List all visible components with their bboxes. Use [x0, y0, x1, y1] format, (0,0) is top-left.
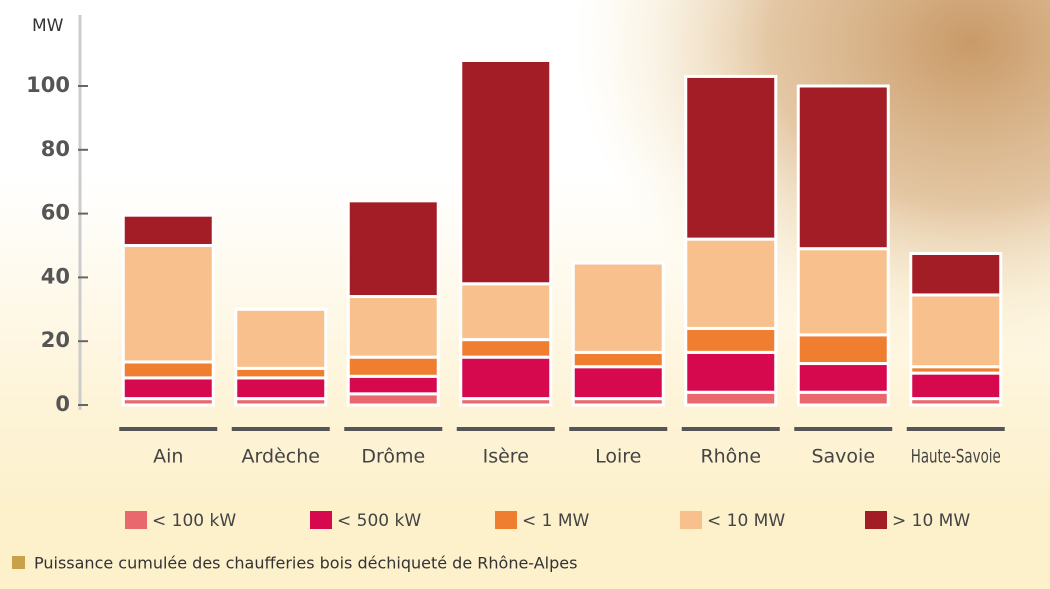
y-tick-label: 100: [26, 73, 70, 97]
y-axis-label: MW: [32, 16, 64, 36]
bar-segment: [686, 352, 776, 392]
bar-segment: [348, 394, 438, 405]
legend-swatch: [495, 511, 517, 529]
page: MW Puissance cumulée des chaufferies boi…: [0, 0, 1050, 589]
bar-segment: [911, 373, 1001, 399]
caption-marker: [12, 556, 25, 569]
chart: MW Puissance cumulée des chaufferies boi…: [0, 0, 1050, 589]
bar-segment: [686, 239, 776, 328]
bar-segment: [798, 249, 888, 335]
bar-segment: [686, 76, 776, 239]
bar-segment: [798, 335, 888, 364]
x-tick-label: Ain: [153, 446, 183, 468]
x-tick-label: Savoie: [811, 446, 875, 468]
legend-label: > 10 MW: [892, 511, 970, 531]
category-base: [232, 427, 330, 431]
bar-segment: [348, 357, 438, 376]
legend-label: < 1 MW: [522, 511, 590, 531]
bar-segment: [686, 392, 776, 405]
bar-segment: [348, 297, 438, 358]
x-tick-label: Drôme: [361, 446, 425, 468]
caption: Puissance cumulée des chaufferies bois d…: [34, 554, 577, 573]
legend-label: < 500 kW: [337, 511, 421, 531]
category-base: [344, 427, 442, 431]
legend-swatch: [125, 511, 147, 529]
x-tick-label: Isère: [483, 446, 529, 468]
bar-segment: [236, 378, 326, 399]
legend-label: < 10 MW: [707, 511, 785, 531]
category-base: [682, 427, 780, 431]
y-tick-label: 80: [41, 137, 70, 161]
category-base: [569, 427, 667, 431]
category-base: [794, 427, 892, 431]
x-tick-label: Haute-Savoie: [911, 446, 1001, 468]
bar-segment: [573, 367, 663, 399]
y-tick-label: 60: [41, 201, 70, 225]
bar-segment: [798, 364, 888, 393]
category-base: [907, 427, 1005, 431]
y-tick-label: 40: [41, 264, 70, 288]
bar-segment: [798, 392, 888, 405]
bar-segment: [348, 376, 438, 394]
bar-segment: [573, 263, 663, 352]
bar-segment: [686, 328, 776, 352]
x-tick-label: Loire: [595, 446, 641, 468]
bar-segment: [123, 215, 213, 245]
bar-segment: [573, 352, 663, 366]
bar-segment: [461, 357, 551, 398]
bar-segment: [123, 246, 213, 362]
bar-segment: [461, 284, 551, 340]
bar-segment: [911, 253, 1001, 294]
x-tick-label: Rhône: [700, 446, 761, 468]
legend-swatch: [680, 511, 702, 529]
category-base: [119, 427, 217, 431]
bar-segment: [123, 362, 213, 378]
bar-segment: [461, 340, 551, 358]
legend-swatch: [310, 511, 332, 529]
y-tick-label: 20: [41, 328, 70, 352]
bar-segment: [798, 86, 888, 249]
bar-segment: [123, 378, 213, 399]
legend-label: < 100 kW: [152, 511, 236, 531]
bar-segment: [348, 201, 438, 297]
bar-segment: [461, 60, 551, 283]
legend-swatch: [865, 511, 887, 529]
bar-segment: [236, 309, 326, 368]
bar-segment: [911, 295, 1001, 367]
x-tick-label: Ardèche: [242, 446, 320, 468]
category-base: [457, 427, 555, 431]
y-tick-label: 0: [55, 392, 70, 416]
